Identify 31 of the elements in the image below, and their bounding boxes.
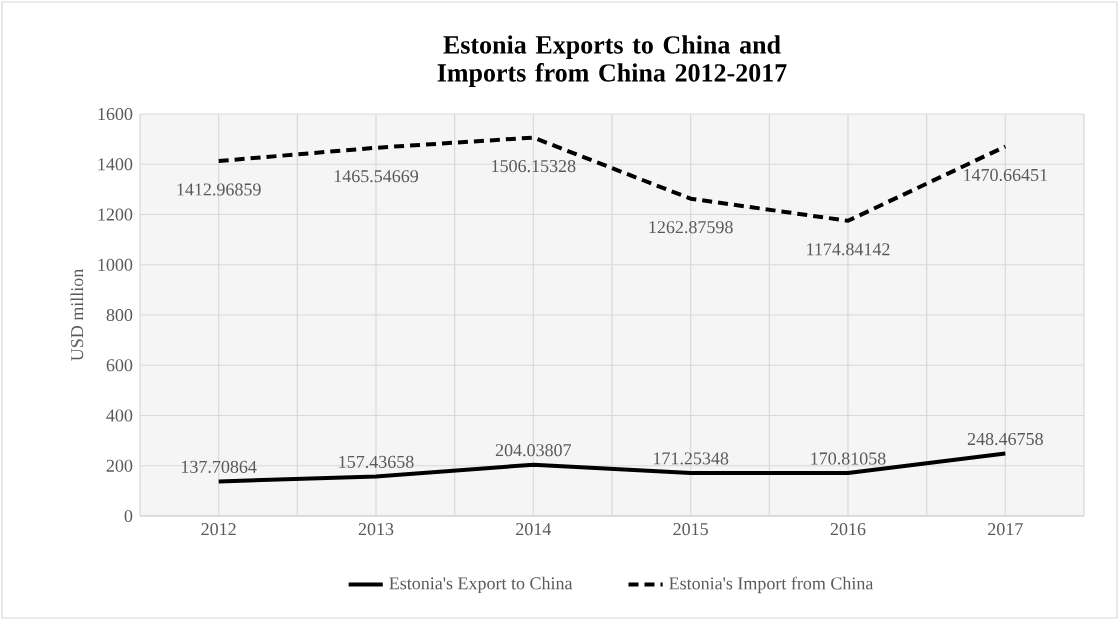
data-label: 1262.87598 — [649, 221, 733, 234]
y-tick-label: 1600 — [98, 107, 133, 121]
x-tick-label: 2014 — [516, 523, 552, 536]
y-tick-label: 800 — [106, 308, 133, 322]
data-label: 137.70864 — [181, 460, 257, 473]
data-label: 170.81058 — [811, 452, 886, 465]
chart-title: Estonia Exports to China and Imports from China 2012-2017 — [437, 35, 787, 87]
data-label: 1506.15328 — [492, 159, 576, 173]
y-tick-label: 600 — [106, 359, 133, 372]
data-label: 1174.84142 — [807, 243, 890, 256]
data-label: 157.43658 — [339, 455, 414, 469]
data-label: 171.25348 — [653, 452, 729, 465]
y-tick-label: 400 — [106, 409, 133, 422]
data-label: 1412.96859 — [177, 183, 261, 196]
x-tick-label: 2013 — [358, 523, 394, 536]
x-tick-label: 2012 — [201, 523, 236, 536]
x-tick-label: 2017 — [988, 523, 1023, 536]
y-tick-label: 1000 — [98, 258, 133, 271]
legend-label: Estonia's Export to China — [389, 576, 573, 594]
data-label: 1465.54669 — [334, 170, 418, 183]
x-tick-label: 2016 — [830, 523, 866, 536]
y-tick-label: 1200 — [98, 208, 133, 221]
y-tick-label: 200 — [106, 459, 133, 472]
data-label: 248.46758 — [967, 432, 1043, 446]
y-tick-label: 1400 — [98, 158, 133, 171]
y-axis-title: USD million — [70, 269, 84, 361]
data-label: 204.03807 — [495, 444, 572, 457]
y-tick-label: 0 — [124, 509, 133, 523]
legend-label: Estonia's Import from China — [669, 576, 874, 594]
data-label: 1470.66451 — [964, 168, 1047, 182]
x-tick-label: 2015 — [673, 523, 708, 536]
